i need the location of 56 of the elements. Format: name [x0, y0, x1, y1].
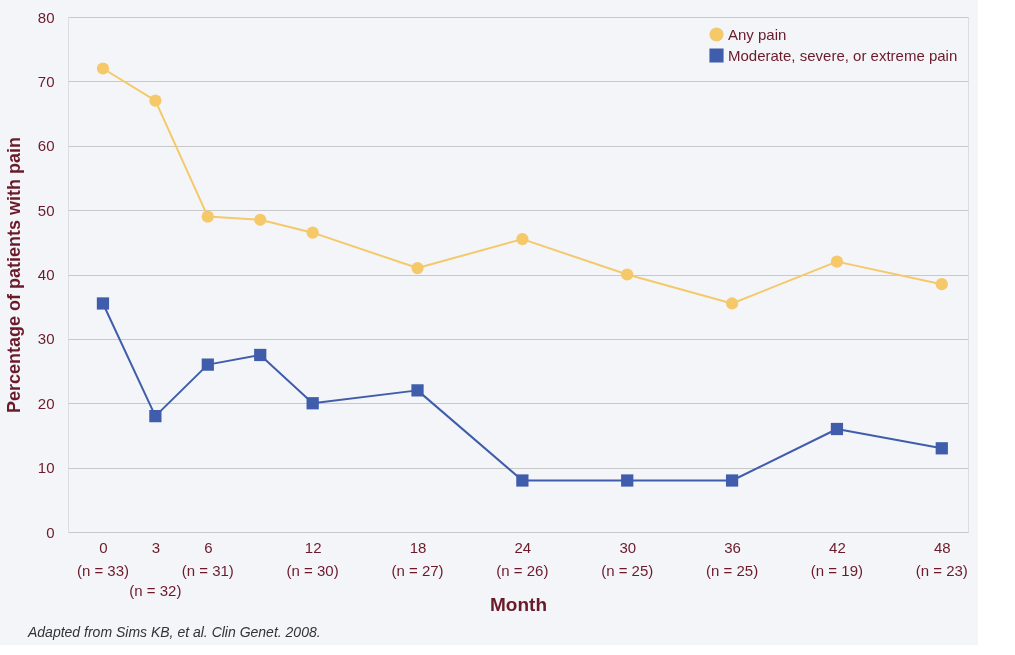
point: [96, 62, 110, 75]
x-tick-label: 18: [409, 538, 427, 556]
point: [149, 94, 162, 107]
x-tick-label: 30: [619, 538, 637, 556]
point: [725, 474, 739, 487]
y-tick-label: 50: [37, 201, 55, 219]
text: (n = 33): [76, 562, 130, 579]
point: [621, 268, 634, 281]
point: [254, 348, 267, 362]
text: (n = 25): [601, 562, 654, 579]
x-tick-label: 3: [151, 538, 161, 556]
x-tick-label: 6: [204, 538, 213, 556]
y-tick-label: 20: [37, 394, 55, 412]
text: (n = 32): [129, 582, 182, 599]
y-tick-label: 60: [37, 137, 55, 155]
text: (n = 19): [810, 562, 863, 579]
point: [516, 232, 529, 246]
x-axis-title: Month: [490, 593, 547, 615]
y-tick-label: 80: [37, 8, 55, 26]
point: [935, 278, 948, 291]
y-tick-label: 40: [37, 266, 55, 283]
point: [411, 384, 424, 397]
point: [201, 358, 214, 371]
text: (n = 25): [706, 562, 759, 579]
legend-label: Any pain: [728, 25, 787, 43]
y-tick-label: 30: [37, 330, 55, 348]
point: [830, 422, 844, 436]
point: [725, 297, 739, 310]
x-tick-label: 36: [724, 538, 741, 556]
point: [254, 213, 267, 226]
text: (n = 30): [286, 562, 339, 579]
y-axis-title: Percentage of patients with pain: [3, 136, 24, 414]
point: [621, 474, 634, 487]
x-tick-label: 48: [933, 538, 951, 556]
point: [516, 474, 529, 487]
x-tick-label: 12: [304, 538, 322, 556]
legend-label: Moderate, severe, or extreme pain: [728, 46, 958, 64]
text: (n = 27): [391, 562, 444, 579]
point: [201, 210, 214, 223]
text: Adapted from Sims KB, et al. Clin Genet. 2008.: [27, 624, 321, 640]
point: [411, 261, 424, 275]
y-tick-label: 10: [37, 459, 55, 477]
text: (n = 31): [181, 562, 234, 579]
x-tick-label: 42: [829, 538, 846, 556]
x-tick-label: 0: [99, 538, 108, 556]
point: [96, 297, 110, 310]
x-tick-label: 24: [514, 538, 532, 556]
y-tick-label: 0: [46, 523, 55, 541]
point: [935, 442, 948, 455]
text: (n = 26): [496, 562, 549, 579]
text: (n = 23): [915, 562, 968, 579]
point: [830, 255, 844, 268]
point: [306, 397, 319, 410]
point: [149, 410, 162, 423]
y-tick-label: 70: [37, 72, 55, 90]
point: [306, 226, 319, 239]
